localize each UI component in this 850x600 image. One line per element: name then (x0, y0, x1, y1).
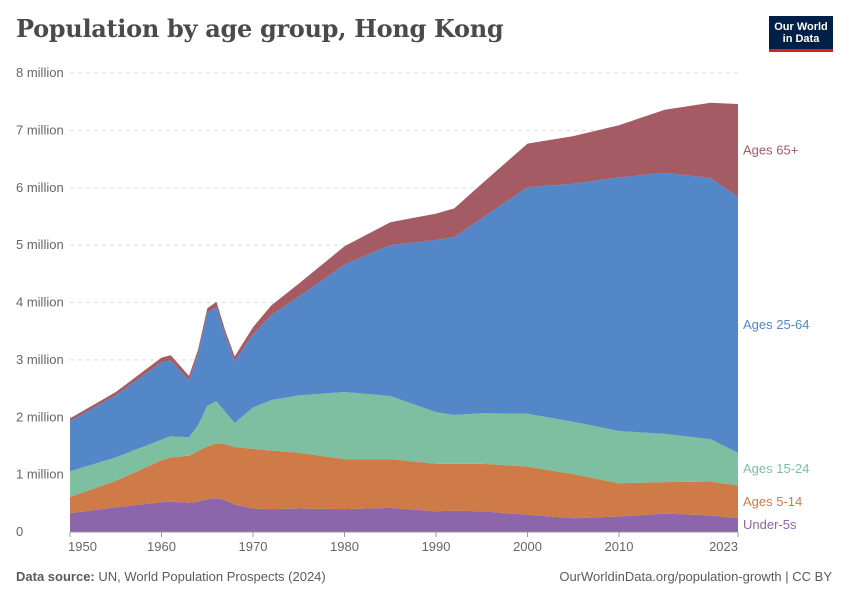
page-title: Population by age group, Hong Kong (16, 14, 504, 43)
x-tick-label: 1990 (422, 539, 451, 554)
x-tick-label: 1960 (147, 539, 176, 554)
y-tick-label: 4 million (16, 295, 64, 310)
logo-line-1: Our World (774, 21, 828, 33)
source-label: Data source: (16, 569, 95, 584)
axes: 0 1 million 2 million 3 million 4 million 5 m… (16, 65, 739, 554)
y-tick-label: 8 million (16, 65, 64, 80)
x-tick-label: 1970 (239, 539, 268, 554)
y-tick-label: 0 (16, 524, 23, 539)
area-age5_14[interactable] (70, 443, 738, 519)
area-age25_64[interactable] (70, 172, 738, 472)
source-url[interactable]: OurWorldinData.org/population-growth | C… (559, 569, 832, 584)
series-label-age15_24: Ages 15-24 (743, 461, 810, 476)
series-label-age65: Ages 65+ (743, 142, 798, 157)
area-under5[interactable] (70, 498, 738, 532)
source-text: UN, World Population Prospects (2024) (98, 569, 326, 584)
y-tick-label: 1 million (16, 467, 64, 482)
y-tick-label: 2 million (16, 409, 64, 424)
series-label-age5_14: Ages 5-14 (743, 494, 802, 509)
series-label-under5: Under-5s (743, 517, 797, 532)
logo-line-2: in Data (782, 33, 820, 45)
y-tick-label: 7 million (16, 122, 64, 137)
source-note: Data source: UN, World Population Prospe… (16, 569, 326, 584)
owid-logo[interactable]: Our World in Data (769, 16, 833, 52)
x-tick-label: 2000 (513, 539, 542, 554)
y-tick-label: 6 million (16, 180, 64, 195)
area-age65[interactable] (70, 102, 738, 422)
series-label-age25_64: Ages 25-64 (743, 317, 810, 332)
area-series-group (70, 102, 738, 532)
x-tick-label: 2010 (605, 539, 634, 554)
x-tick-label: 1980 (330, 539, 359, 554)
x-tick-label: 2023 (709, 539, 738, 554)
y-tick-label: 5 million (16, 237, 64, 252)
x-tick-label: 1950 (68, 539, 97, 554)
series-labels: Under-5s Ages 5-14 Ages 15-24 Ages 25-64 Age… (743, 142, 810, 532)
y-tick-label: 3 million (16, 352, 64, 367)
area-age15_24[interactable] (70, 392, 738, 497)
